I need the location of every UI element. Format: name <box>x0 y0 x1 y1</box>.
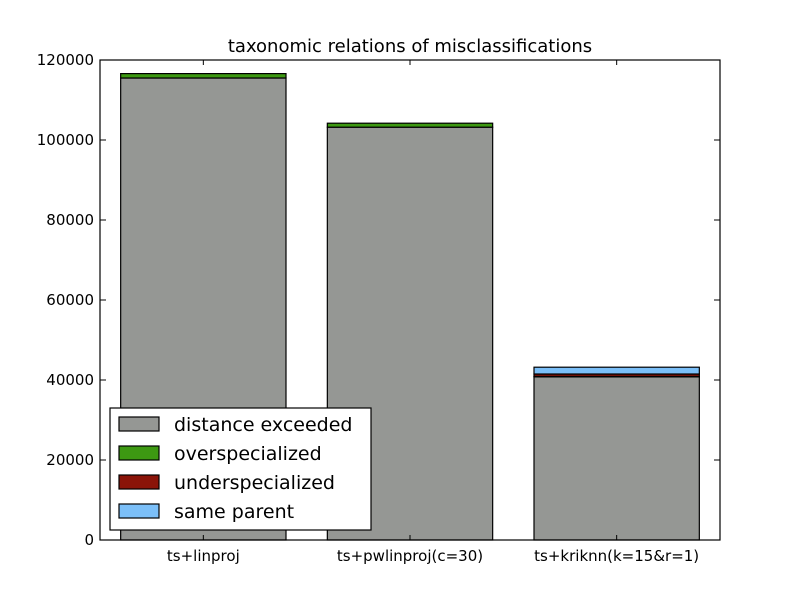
legend-label: distance exceeded <box>174 414 352 436</box>
legend-swatch <box>118 474 160 490</box>
bar-segment <box>533 366 700 375</box>
legend-label: underspecialized <box>174 472 335 494</box>
y-tick-label: 20000 <box>46 451 94 469</box>
legend-swatch <box>118 503 160 519</box>
legend-swatch <box>118 445 160 461</box>
axes-group: ts+linproj ts+pwlinproj(c=30) ts+kriknn(k=… <box>37 51 721 565</box>
bar-segment <box>326 122 494 128</box>
x-tick-label: ts+linproj <box>167 547 240 565</box>
y-tick-label: 80000 <box>46 211 94 229</box>
x-tick-label: ts+kriknn(k=15&r=1) <box>534 547 699 565</box>
legend-swatch <box>118 416 160 432</box>
legend-label: same parent <box>174 501 294 523</box>
y-tick-label: 0 <box>84 531 94 549</box>
bar-segment <box>533 376 700 541</box>
chart-title: taxonomic relations of misclassification… <box>228 36 592 57</box>
bar-segment <box>120 72 287 79</box>
bars-group <box>120 72 700 541</box>
y-tick-label: 60000 <box>46 291 94 309</box>
y-tick-label: 100000 <box>37 131 94 149</box>
y-tick-label: 120000 <box>37 51 94 69</box>
legend-label: overspecialized <box>174 443 322 465</box>
x-tick-label: ts+pwlinproj(c=30) <box>337 547 483 565</box>
y-tick-label: 40000 <box>46 371 94 389</box>
legend: distance exceeded overspecialized underspe… <box>109 407 372 531</box>
